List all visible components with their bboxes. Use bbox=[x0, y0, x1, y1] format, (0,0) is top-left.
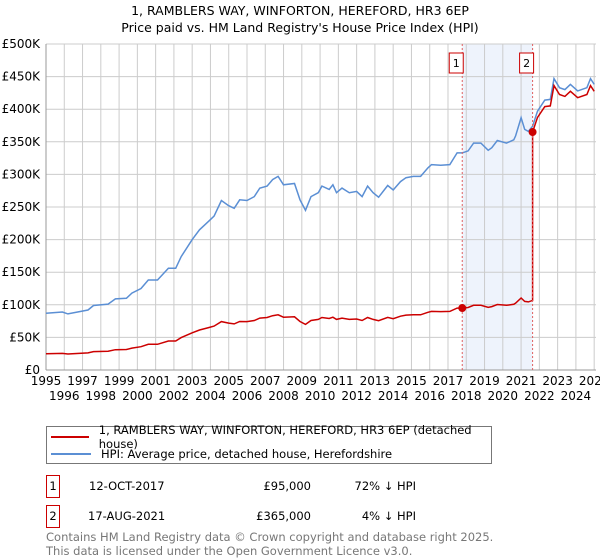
x-tick-label: 2009 bbox=[287, 374, 318, 388]
x-tick-label: 1997 bbox=[67, 374, 98, 388]
x-tick-label: 2008 bbox=[268, 389, 299, 403]
x-tick-label: 2022 bbox=[524, 389, 555, 403]
chart-title: 1, RAMBLERS WAY, WINFORTON, HEREFORD, HR… bbox=[131, 3, 469, 18]
x-tick-label: 2000 bbox=[122, 389, 153, 403]
y-tick-label: £150K bbox=[2, 265, 42, 279]
x-tick-label: 2012 bbox=[341, 389, 372, 403]
legend-label: HPI: Average price, detached house, Here… bbox=[101, 447, 393, 461]
sale-price: £365,000 bbox=[256, 509, 311, 523]
sale-label-box bbox=[519, 52, 535, 74]
x-tick-label: 1995 bbox=[31, 374, 62, 388]
footer-copyright: Contains HM Land Registry data © Crown c… bbox=[46, 530, 494, 544]
y-tick-label: £350K bbox=[2, 135, 42, 149]
x-tick-label: 2021 bbox=[506, 374, 537, 388]
sale-date: 17-AUG-2021 bbox=[88, 509, 166, 523]
sale-marker-badge: 1 bbox=[46, 475, 60, 498]
x-tick-label: 2024 bbox=[561, 389, 592, 403]
x-tick-label: 2011 bbox=[323, 374, 354, 388]
x-tick-label: 2025 bbox=[579, 374, 600, 388]
legend-item-hpi: HPI: Average price, detached house, Here… bbox=[51, 446, 392, 462]
y-tick-label: £400K bbox=[2, 102, 42, 116]
legend-item-price: 1, RAMBLERS WAY, WINFORTON, HEREFORD, HR… bbox=[51, 423, 491, 451]
x-tick-label: 2007 bbox=[250, 374, 281, 388]
legend-label: 1, RAMBLERS WAY, WINFORTON, HEREFORD, HR… bbox=[98, 423, 472, 451]
sale-row: 1 12-OCT-2017 £95,000 72% ↓ HPI bbox=[46, 475, 546, 498]
y-tick-label: £50K bbox=[9, 330, 41, 344]
x-tick-label: 1996 bbox=[49, 389, 80, 403]
sale-row: 2 17-AUG-2021 £365,000 4% ↓ HPI bbox=[46, 505, 546, 528]
x-tick-label: 2004 bbox=[195, 389, 226, 403]
x-tick-label: 2015 bbox=[396, 374, 427, 388]
x-tick-label: 2019 bbox=[469, 374, 500, 388]
x-tick-label: 2018 bbox=[451, 389, 482, 403]
chart-subtitle: Price paid vs. HM Land Registry's House … bbox=[121, 20, 479, 35]
x-tick-label: 1999 bbox=[104, 374, 135, 388]
y-tick-label: £100K bbox=[2, 298, 42, 312]
x-tick-label: 2010 bbox=[305, 389, 336, 403]
x-tick-label: 2020 bbox=[488, 389, 519, 403]
x-tick-label: 1998 bbox=[86, 389, 117, 403]
y-tick-label: £450K bbox=[2, 70, 42, 84]
sale-date: 12-OCT-2017 bbox=[89, 479, 165, 493]
y-tick-label: £250K bbox=[2, 200, 42, 214]
x-tick-label: 2002 bbox=[159, 389, 190, 403]
sale-label: 1 bbox=[453, 57, 460, 70]
x-tick-label: 2023 bbox=[542, 374, 573, 388]
x-tick-label: 2005 bbox=[213, 374, 244, 388]
x-tick-label: 2017 bbox=[433, 374, 464, 388]
x-tick-label: 2006 bbox=[232, 389, 263, 403]
sale-hpi-diff: 4% ↓ HPI bbox=[361, 509, 416, 523]
sale-point bbox=[458, 304, 467, 313]
x-tick-label: 2016 bbox=[414, 389, 445, 403]
y-tick-label: £0 bbox=[25, 363, 40, 377]
sale-price: £95,000 bbox=[263, 479, 311, 493]
line-chart: £0 £50K £100K £150K £200K £250K £300K £350K £400… bbox=[2, 37, 600, 403]
sale-marker-badge: 2 bbox=[46, 505, 60, 528]
x-tick-label: 2001 bbox=[140, 374, 171, 388]
y-tick-label: £500K bbox=[2, 37, 42, 51]
y-tick-label: £200K bbox=[2, 233, 42, 247]
x-tick-label: 2003 bbox=[177, 374, 208, 388]
sale-hpi-diff: 72% ↓ HPI bbox=[354, 479, 416, 493]
x-tick-label: 2013 bbox=[360, 374, 391, 388]
sale-point bbox=[528, 128, 537, 137]
hpi-line bbox=[45, 76, 595, 315]
footer-licence: This data is licensed under the Open Gov… bbox=[46, 544, 413, 558]
y-tick-label: £300K bbox=[2, 167, 42, 181]
sale-label: 2 bbox=[523, 57, 530, 70]
sale-label-box bbox=[448, 52, 464, 74]
x-tick-label: 2014 bbox=[378, 389, 409, 403]
legend-swatch-blue bbox=[51, 453, 91, 455]
price-paid-line bbox=[45, 83, 595, 355]
legend: 1, RAMBLERS WAY, WINFORTON, HEREFORD, HR… bbox=[46, 423, 492, 464]
legend-swatch-red bbox=[51, 436, 89, 438]
